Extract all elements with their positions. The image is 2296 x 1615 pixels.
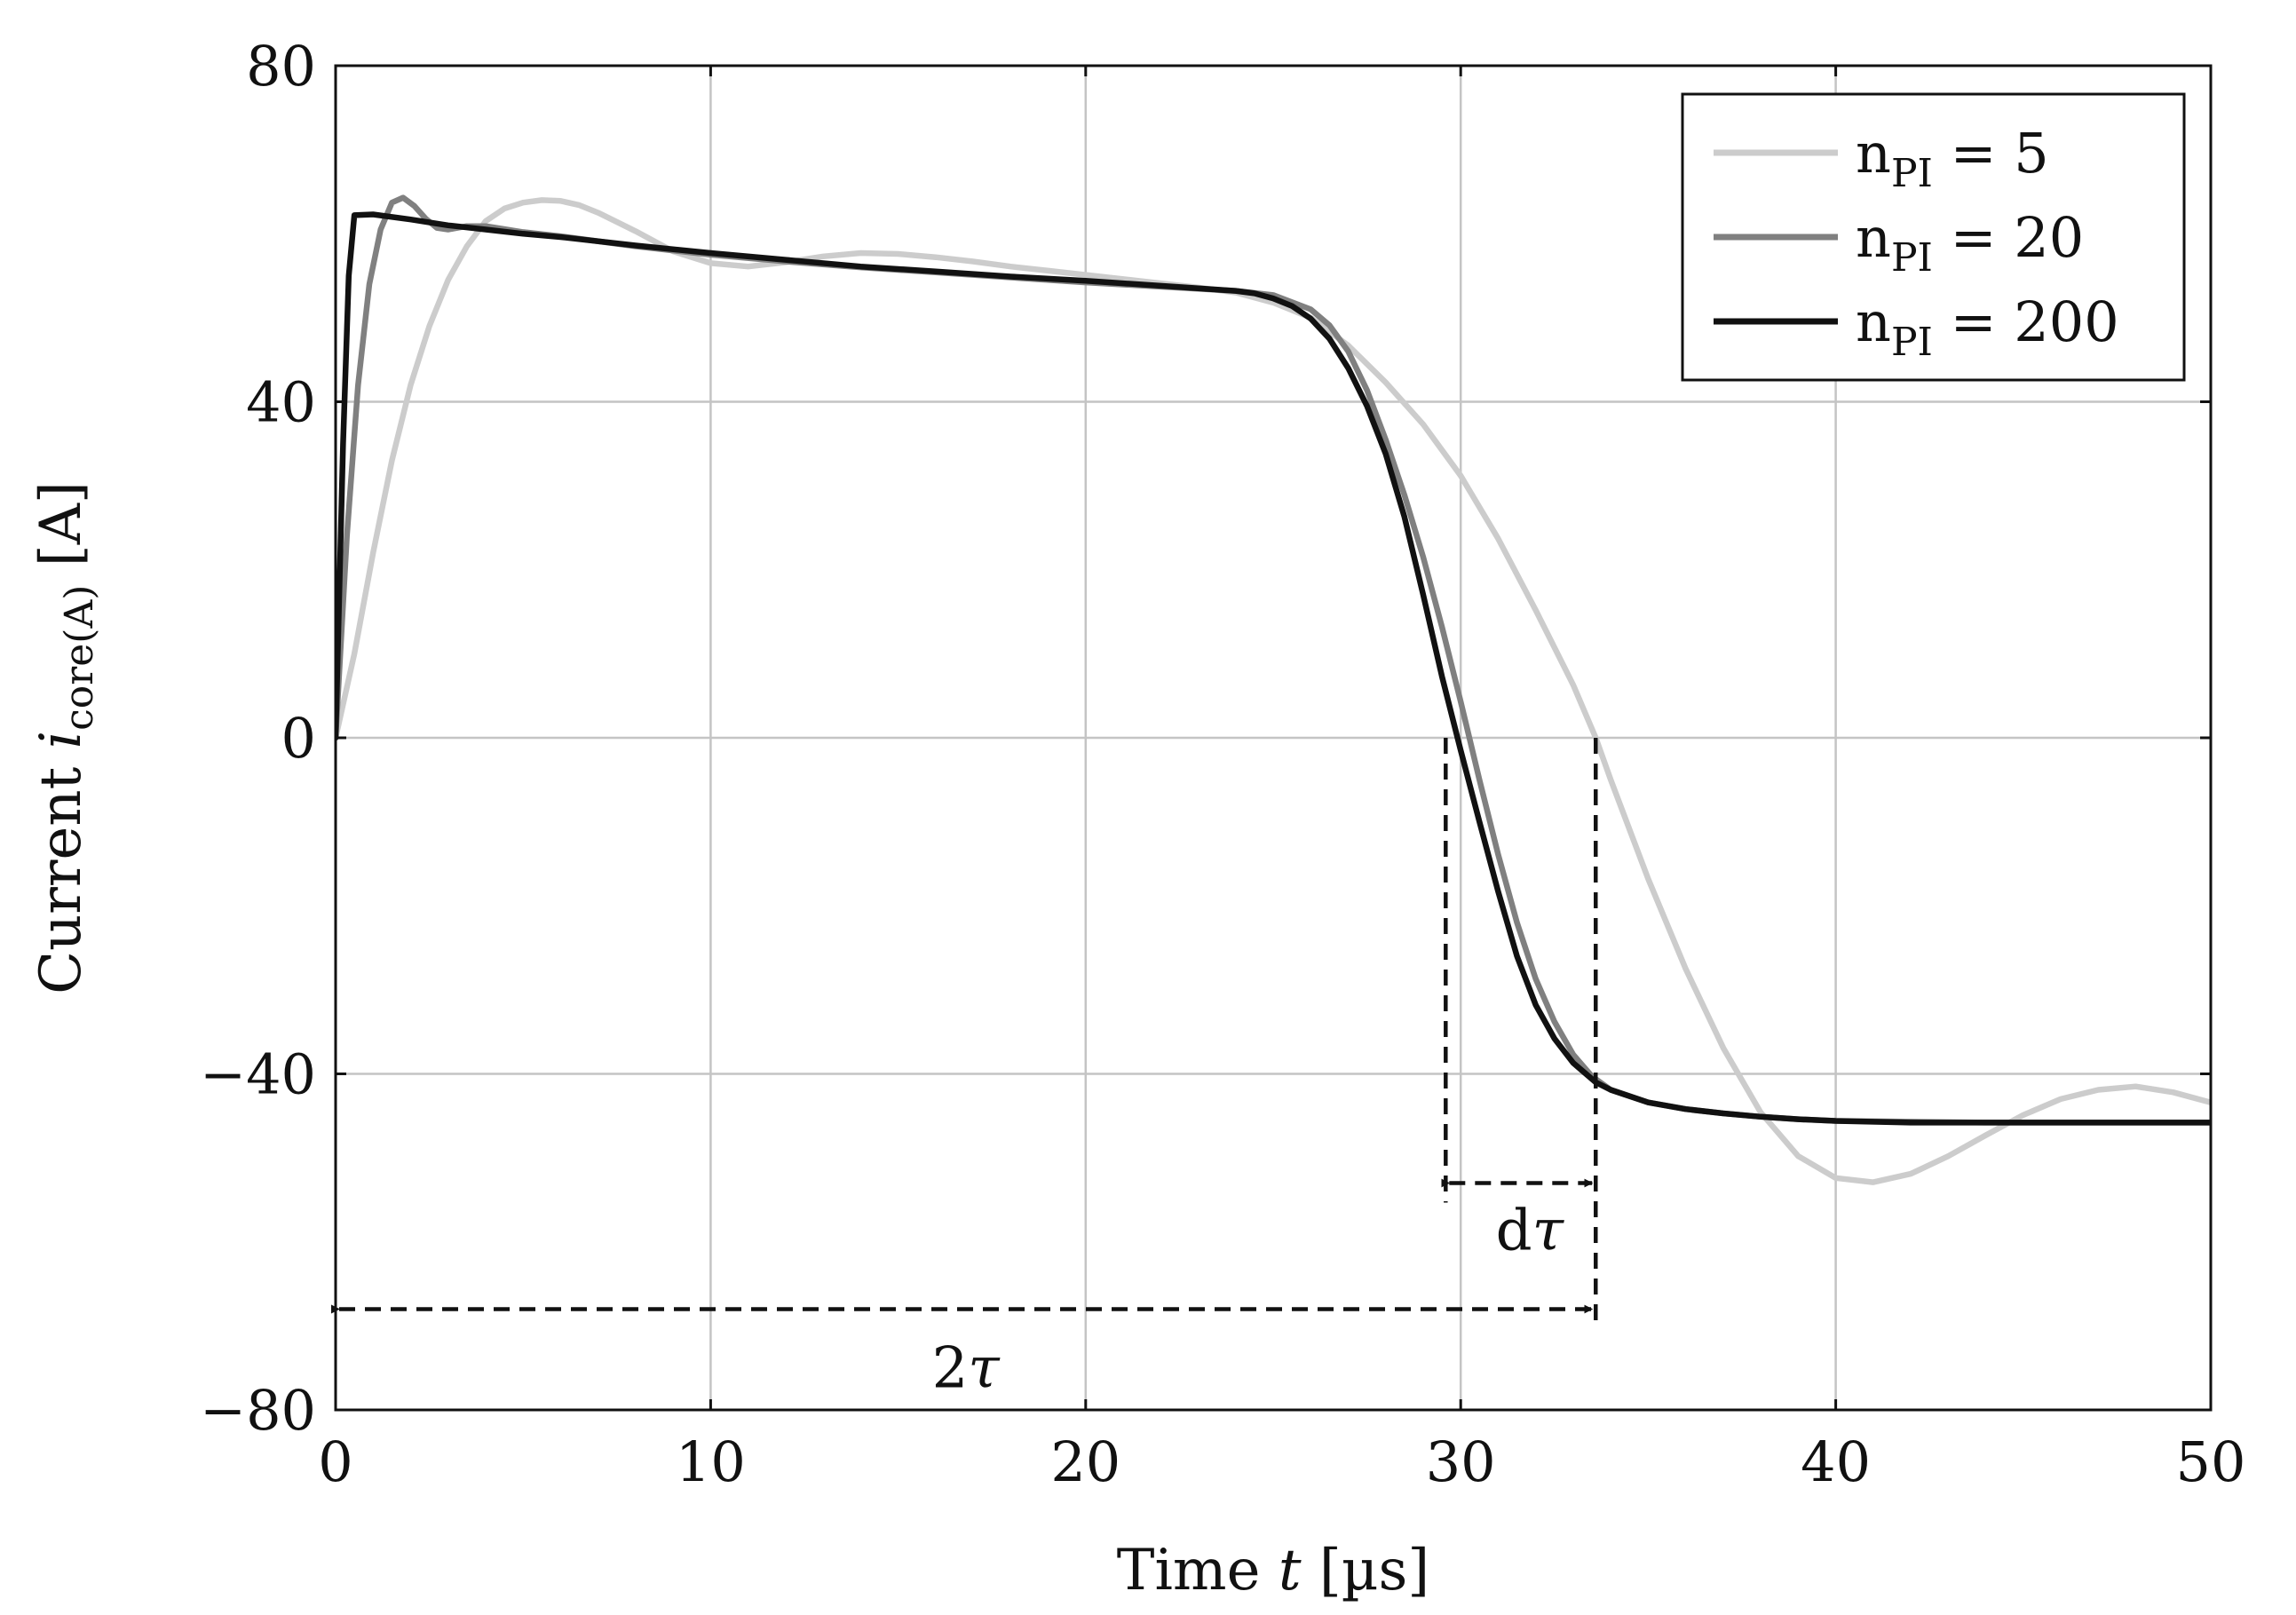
y-tick-label-2: 0 bbox=[281, 706, 316, 771]
x-tick-label-2: 20 bbox=[1050, 1429, 1120, 1494]
y-tick-label-3: 40 bbox=[246, 370, 316, 435]
x-axis-title-prefix: Time bbox=[1117, 1538, 1279, 1603]
axis-ticks: 0 10 20 30 40 50 −80 −40 0 40 80 bbox=[200, 34, 2245, 1494]
legend-label-2: nPI = 200 bbox=[1856, 289, 2119, 365]
y-axis-title: Current icore(A) [A] bbox=[28, 481, 102, 994]
annotation-label-0: dτ bbox=[1496, 1199, 1565, 1264]
legend-label-base-0: n bbox=[1856, 121, 1891, 186]
y-tick-label-1: −40 bbox=[200, 1042, 316, 1107]
legend-label-rest-1: = 20 bbox=[1933, 205, 2084, 270]
legend-label-base-2: n bbox=[1856, 289, 1891, 354]
legend-label-sub-0: PI bbox=[1891, 151, 1933, 196]
y-axis-title-var: i bbox=[28, 731, 94, 748]
annotation-label-prefix-0: d bbox=[1496, 1199, 1532, 1264]
legend-label-1: nPI = 20 bbox=[1856, 205, 2084, 281]
annotation-label-tau-1: τ bbox=[968, 1335, 1001, 1401]
legend-label-sub-2: PI bbox=[1891, 320, 1933, 365]
legend-label-sub-1: PI bbox=[1891, 235, 1933, 281]
x-axis-title: Time t [µs] bbox=[1117, 1538, 1430, 1603]
series-line-2 bbox=[336, 211, 2211, 1126]
x-tick-label-4: 40 bbox=[1801, 1429, 1871, 1494]
y-axis-title-unit: [A] bbox=[28, 481, 94, 585]
x-tick-label-3: 30 bbox=[1426, 1429, 1496, 1494]
annotation-label-1: 2τ bbox=[932, 1335, 1002, 1401]
x-tick-label-5: 50 bbox=[2176, 1429, 2246, 1494]
y-axis-title-prefix: Current bbox=[28, 748, 94, 994]
x-axis-title-var: t bbox=[1279, 1538, 1302, 1603]
y-tick-label-0: −80 bbox=[200, 1378, 316, 1443]
x-axis-title-unit: [µs] bbox=[1302, 1538, 1430, 1603]
x-tick-label-1: 10 bbox=[676, 1429, 746, 1494]
annotation-label-tau-0: τ bbox=[1532, 1199, 1565, 1264]
annotation-label-prefix-1: 2 bbox=[932, 1335, 969, 1401]
legend-label-base-1: n bbox=[1856, 205, 1891, 270]
legend-label-0: nPI = 5 bbox=[1856, 121, 2049, 196]
y-tick-label-4: 80 bbox=[246, 34, 316, 99]
legend-label-rest-2: = 200 bbox=[1933, 289, 2119, 354]
legend-label-rest-0: = 5 bbox=[1933, 121, 2049, 186]
x-tick-label-0: 0 bbox=[318, 1429, 352, 1494]
series-lines bbox=[336, 194, 2211, 1185]
y-axis-title-sub: core(A) bbox=[57, 585, 102, 731]
